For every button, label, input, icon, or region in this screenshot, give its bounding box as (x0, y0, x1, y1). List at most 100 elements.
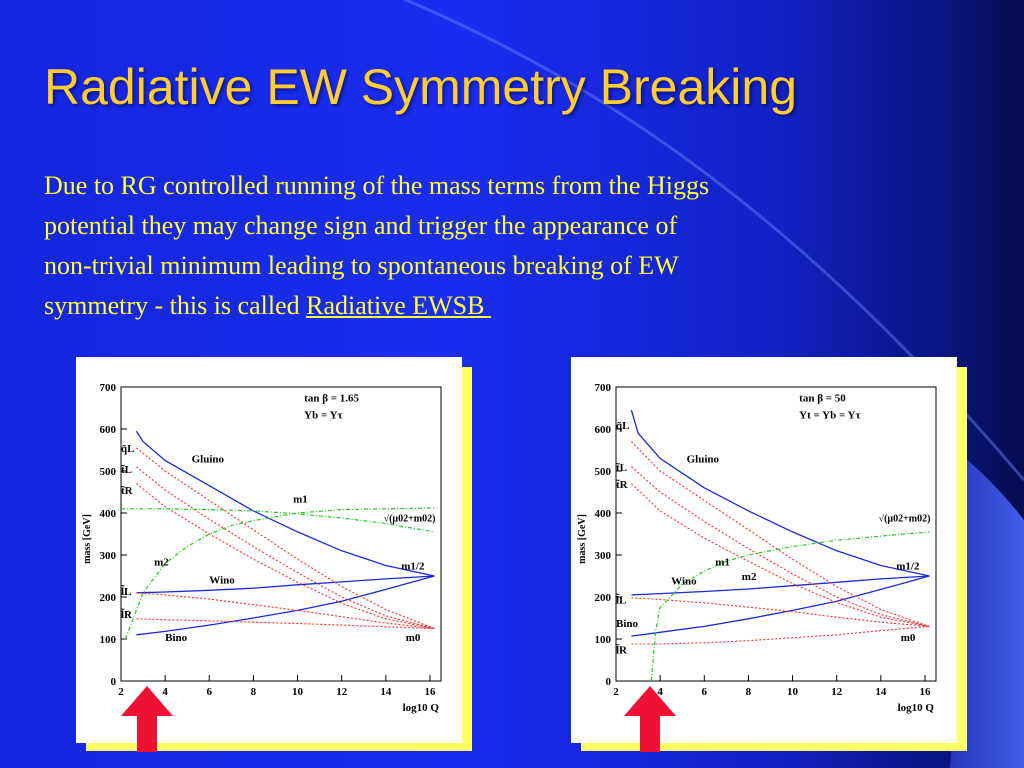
series-line-sparticle-3 (136, 447, 435, 630)
y-tick-label: 400 (595, 508, 612, 520)
series-line-gaugino-2 (631, 575, 930, 637)
label-gluino: Gluino (192, 454, 225, 466)
plot-frame (120, 386, 442, 682)
label-stop-tL: t̃L (121, 464, 132, 476)
series-line-sparticle-4 (136, 466, 435, 630)
red-up-arrow-icon (121, 686, 173, 752)
label-m0: m0 (901, 632, 916, 644)
chart-parameter: Yt = Yb = Yτ (799, 410, 860, 422)
label-gluino: Gluino (687, 454, 720, 466)
x-tick-label: 8 (251, 686, 257, 698)
label-m1: m1 (715, 557, 730, 569)
y-tick-label: 200 (595, 592, 612, 604)
series-line-gaugino-2 (136, 575, 435, 636)
label-higgs-combination: √(μ02+m02) (879, 513, 931, 524)
x-axis-label: log10 Q (403, 702, 440, 714)
body-paragraph: Due to RG controlled running of the mass… (44, 166, 709, 326)
series-line-sparticle-5 (136, 483, 435, 630)
x-tick-label: 4 (657, 686, 663, 698)
body-line-2: potential they may change sign and trigg… (44, 211, 678, 240)
y-tick-label: 100 (595, 634, 612, 646)
chart-parameter: tan β = 1.65 (304, 393, 359, 405)
series-line-higgs-9 (121, 508, 435, 533)
label-m2: m2 (742, 571, 757, 583)
label-slepton-lL: l̃L (121, 585, 132, 598)
x-tick-label: 2 (118, 686, 124, 698)
label-m0: m0 (406, 632, 421, 644)
x-tick-label: 6 (702, 686, 708, 698)
red-up-arrow-icon (624, 686, 676, 752)
label-bino: Bino (165, 632, 188, 644)
label-stop-tL: t̃L (616, 462, 627, 474)
series-line-gaugino-1 (631, 575, 930, 596)
label-higgs-combination: √(μ02+m02) (384, 513, 436, 524)
y-axis-label: mass [GeV] (577, 514, 588, 564)
y-tick-label: 600 (100, 424, 117, 436)
x-tick-label: 10 (787, 686, 799, 698)
x-tick-label: 4 (162, 686, 168, 698)
y-tick-label: 300 (100, 550, 117, 562)
series-line-gaugino-0 (135, 430, 435, 577)
x-tick-label: 12 (831, 686, 843, 698)
label-squark-qL: q̃L (616, 420, 629, 432)
plot-frame (615, 386, 937, 682)
y-tick-label: 200 (100, 592, 117, 604)
x-tick-label: 6 (207, 686, 213, 698)
series-line-higgs-8 (124, 507, 435, 640)
series-line-sparticle-7 (136, 618, 435, 630)
y-tick-label: 700 (595, 382, 612, 394)
body-line-4: symmetry - this is called Radiative EWSB (44, 286, 709, 326)
series-line-sparticle-4 (631, 466, 930, 627)
label-slepton-lL: l̃L (616, 593, 627, 606)
x-tick-label: 2 (613, 686, 619, 698)
series-line-gaugino-0 (630, 409, 930, 577)
x-tick-label: 12 (336, 686, 348, 698)
y-tick-label: 100 (100, 634, 117, 646)
body-line-4-prefix: symmetry - this is called (44, 291, 307, 320)
series-line-sparticle-6 (136, 592, 435, 630)
label-bino: Bino (616, 618, 639, 630)
label-wino: Wino (209, 575, 235, 587)
series-line-higgs-8 (650, 531, 930, 682)
chart-parameter: Yb = Yτ (304, 410, 342, 422)
x-tick-label: 16 (919, 686, 931, 698)
label-slepton-lR: l̃R (616, 644, 628, 657)
series-line-sparticle-5 (631, 483, 930, 627)
label-m-half: m1/2 (401, 561, 425, 573)
body-line-3: non-trivial minimum leading to spontaneo… (44, 251, 679, 280)
label-wino: Wino (671, 575, 697, 587)
x-tick-label: 10 (292, 686, 304, 698)
label-stop-tR: t̃R (121, 485, 134, 497)
label-slepton-lR: l̃R (121, 608, 133, 621)
y-tick-label: 400 (100, 508, 117, 520)
y-tick-label: 700 (100, 382, 117, 394)
label-squark-qL: q̃L (121, 443, 134, 455)
y-tick-label: 600 (595, 424, 612, 436)
label-stop-tR: t̃R (616, 479, 629, 491)
left-chart-panel: 2 4 6 8 10 12 14 16 0 100 200 300 400 500 600 700 mass [… (76, 357, 462, 743)
y-tick-label: 0 (111, 676, 117, 688)
y-tick-label: 0 (606, 676, 612, 688)
left-chart: 2 4 6 8 10 12 14 16 0 100 200 300 400 500 600 700 mass [… (82, 382, 442, 714)
x-tick-label: 16 (424, 686, 436, 698)
series-line-sparticle-7 (631, 625, 930, 645)
x-axis-label: log10 Q (898, 702, 935, 714)
series-line-gaugino-1 (136, 575, 435, 594)
right-chart: 2 4 6 8 10 12 14 16 0 100 200 300 400 500 600 700 mass [… (577, 382, 937, 714)
x-tick-label: 14 (380, 686, 392, 698)
x-tick-label: 8 (746, 686, 752, 698)
y-tick-label: 500 (595, 466, 612, 478)
label-m-half: m1/2 (896, 561, 920, 573)
radiative-ewsb-link[interactable]: Radiative EWSB (306, 291, 491, 320)
y-axis-label: mass [GeV] (82, 514, 93, 564)
chart-parameter: tan β = 50 (799, 393, 846, 405)
label-m1: m1 (293, 494, 308, 506)
y-tick-label: 500 (100, 466, 117, 478)
slide-title: Radiative EW Symmetry Breaking (44, 59, 798, 115)
body-line-1: Due to RG controlled running of the mass… (44, 171, 710, 200)
label-m2: m2 (154, 557, 169, 569)
right-chart-panel: 2 4 6 8 10 12 14 16 0 100 200 300 400 500 600 700 mass [… (571, 357, 957, 743)
y-tick-label: 300 (595, 550, 612, 562)
series-line-sparticle-3 (631, 441, 930, 627)
x-tick-label: 14 (875, 686, 887, 698)
